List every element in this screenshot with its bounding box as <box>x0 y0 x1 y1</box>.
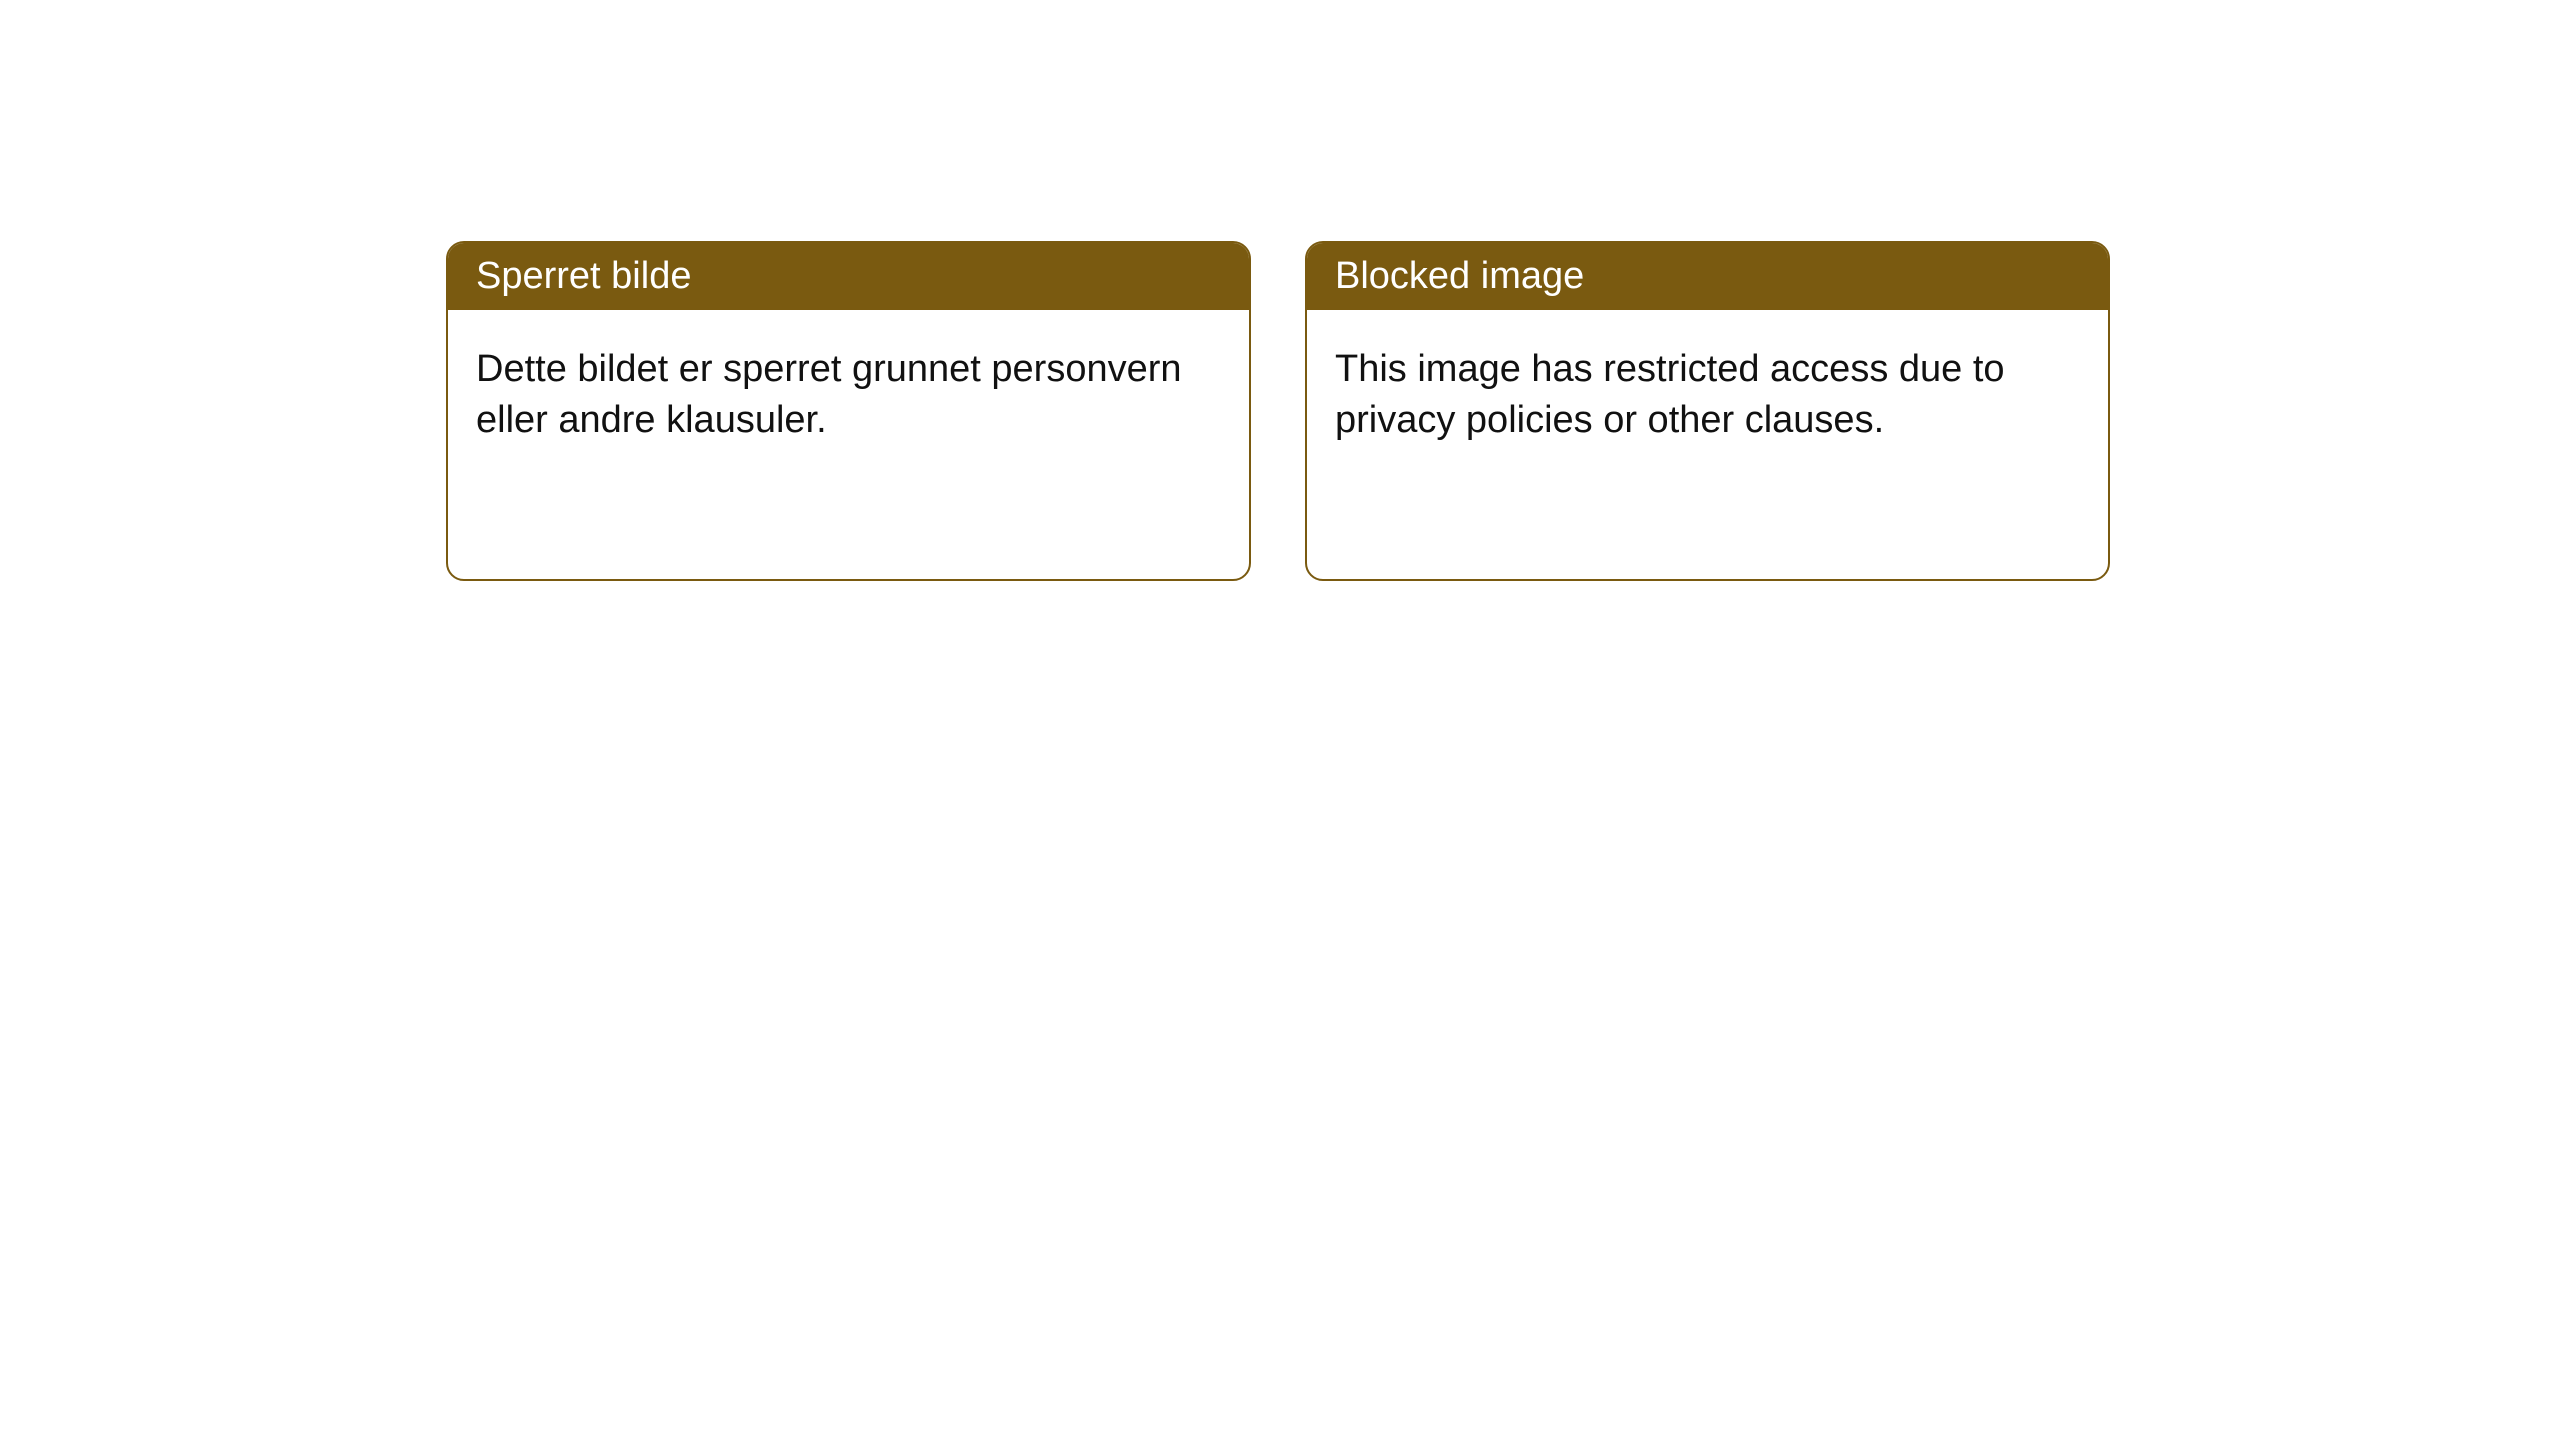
card-title: Blocked image <box>1335 255 1584 297</box>
notice-card-english: Blocked image This image has restricted … <box>1305 241 2110 581</box>
card-body-norwegian: Dette bildet er sperret grunnet personve… <box>448 310 1249 481</box>
card-body-text: This image has restricted access due to … <box>1335 348 2005 441</box>
card-body-text: Dette bildet er sperret grunnet personve… <box>476 348 1182 441</box>
card-header-norwegian: Sperret bilde <box>448 243 1249 310</box>
notice-card-norwegian: Sperret bilde Dette bildet er sperret gr… <box>446 241 1251 581</box>
card-title: Sperret bilde <box>476 255 691 297</box>
notice-cards-container: Sperret bilde Dette bildet er sperret gr… <box>446 241 2110 581</box>
card-body-english: This image has restricted access due to … <box>1307 310 2108 481</box>
card-header-english: Blocked image <box>1307 243 2108 310</box>
